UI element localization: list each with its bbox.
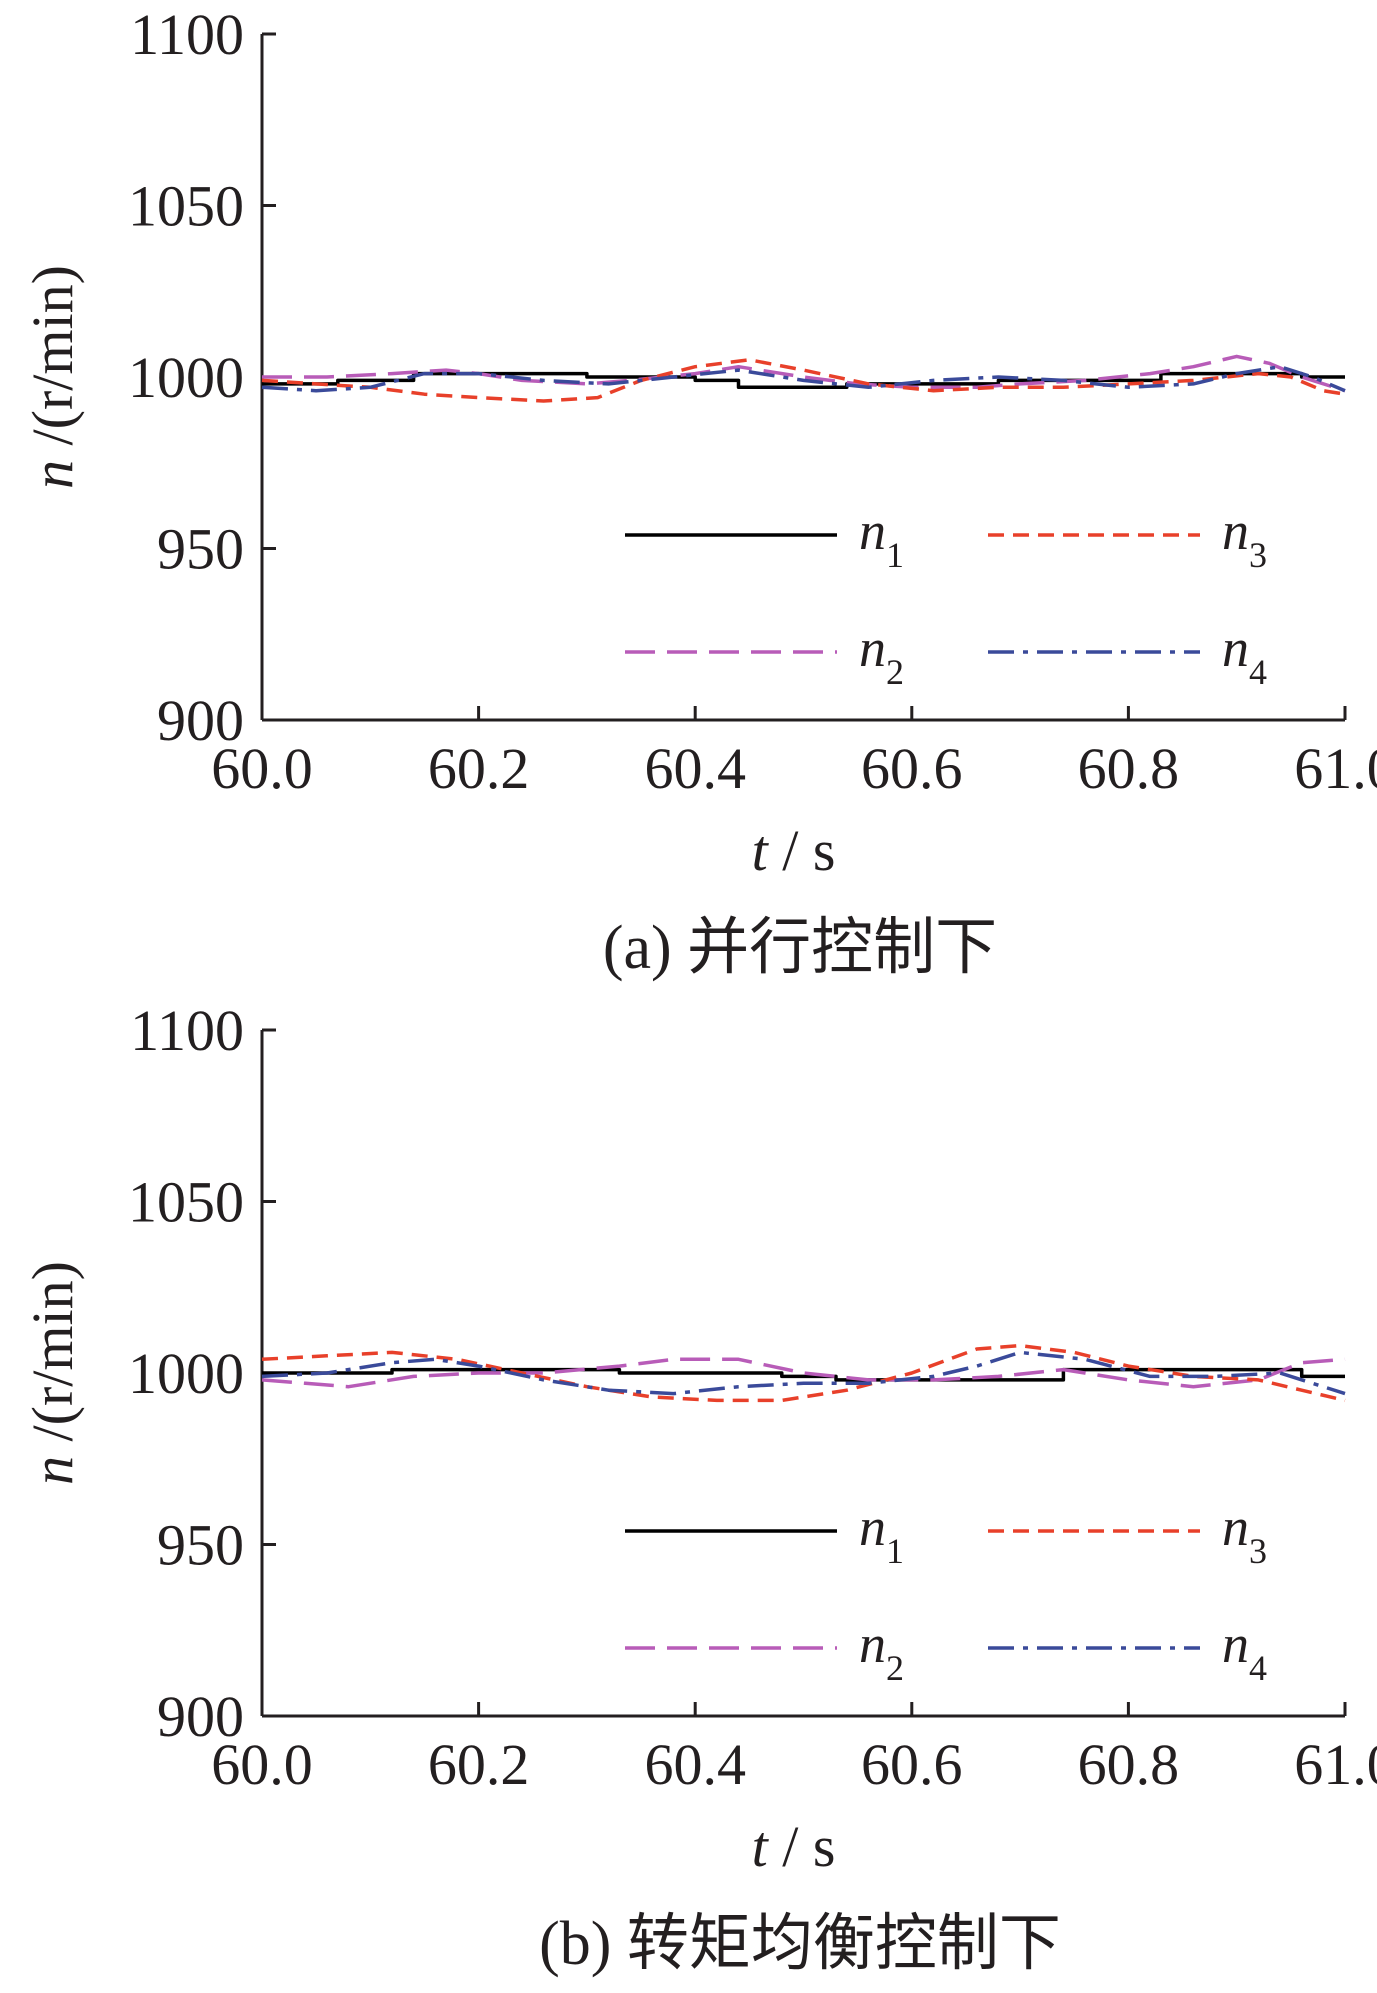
y-axis-unit: /(r/min) xyxy=(20,265,85,460)
y-tick-label: 1100 xyxy=(130,998,244,1063)
y-tick-label: 1000 xyxy=(128,1341,244,1406)
legend-label-n3: n3 xyxy=(1222,1497,1267,1571)
x-axis-unit: / s xyxy=(768,818,836,883)
x-tick-label: 60.4 xyxy=(644,1732,746,1797)
y-tick-label: 900 xyxy=(157,1684,244,1749)
legend-variable: n xyxy=(1222,501,1249,561)
y-axis-variable: n xyxy=(20,1456,85,1485)
x-tick-label: 60.6 xyxy=(861,736,963,801)
y-tick-label: 1000 xyxy=(128,345,244,410)
legend-subscript: 1 xyxy=(886,535,904,575)
legend-label-n4: n4 xyxy=(1222,618,1267,692)
legend-label-n2: n2 xyxy=(859,1614,904,1688)
legend-subscript: 1 xyxy=(886,1531,904,1571)
x-tick-label: 60.0 xyxy=(211,736,313,801)
series-line-n4 xyxy=(261,364,1346,393)
legend-subscript: 2 xyxy=(886,1648,904,1688)
series-line-n2 xyxy=(262,354,1346,393)
y-tick-label: 1050 xyxy=(128,174,244,239)
chart-svg-a: 900 950 1000 1050 1100 60.0 60.2 60.4 60.6 60.8 61… xyxy=(20,2,1377,983)
y-tick-label: 1050 xyxy=(128,1170,244,1235)
legend-label-n3: n3 xyxy=(1222,501,1267,575)
x-tick-label: 60.4 xyxy=(644,736,746,801)
x-tick-label: 61.0 xyxy=(1294,1732,1377,1797)
series-line-n1 xyxy=(262,371,1345,390)
caption-gap xyxy=(672,914,688,982)
caption-prefix: (b) xyxy=(539,1910,611,1978)
y-axis-label: n /(r/min) xyxy=(20,265,85,489)
x-axis-label: t / s xyxy=(752,1814,836,1879)
legend-label-n1: n1 xyxy=(859,501,904,575)
legend-variable: n xyxy=(1222,1497,1249,1557)
legend-variable: n xyxy=(859,1614,886,1674)
x-axis-unit: / s xyxy=(768,1814,836,1879)
legend-label-n1: n1 xyxy=(859,1497,904,1571)
legend-variable: n xyxy=(1222,618,1249,678)
x-tick-label: 60.8 xyxy=(1078,1732,1180,1797)
chart-panel-b: 900 950 1000 1050 1100 60.0 60.2 60.4 60.6 60.8 61… xyxy=(0,996,1377,1992)
chart-panel-a: 900 950 1000 1050 1100 60.0 60.2 60.4 60.6 60.8 61… xyxy=(0,0,1377,996)
legend-subscript: 3 xyxy=(1249,1531,1267,1571)
x-tick-label: 60.2 xyxy=(428,736,530,801)
x-axis-variable: t xyxy=(752,818,770,883)
legend-label-n4: n4 xyxy=(1222,1614,1267,1688)
legend-variable: n xyxy=(859,1497,886,1557)
x-tick-label: 60.2 xyxy=(428,1732,530,1797)
caption-gap xyxy=(611,1910,627,1978)
y-tick-label: 950 xyxy=(157,517,244,582)
chart-svg-b: 900 950 1000 1050 1100 60.0 60.2 60.4 60.6 60.8 61… xyxy=(20,998,1377,1979)
series-line-n2 xyxy=(261,1357,1346,1389)
legend-subscript: 4 xyxy=(1249,652,1267,692)
y-tick-label: 1100 xyxy=(130,2,244,67)
series-line-n4 xyxy=(261,1350,1346,1396)
legend-variable: n xyxy=(859,501,886,561)
y-axis-label: n /(r/min) xyxy=(20,1261,85,1485)
x-tick-label: 61.0 xyxy=(1294,736,1377,801)
legend-variable: n xyxy=(1222,1614,1249,1674)
x-tick-label: 60.6 xyxy=(861,1732,963,1797)
x-axis-variable: t xyxy=(752,1814,770,1879)
x-tick-label: 60.8 xyxy=(1078,736,1180,801)
caption-prefix: (a) xyxy=(603,914,672,982)
caption-text: 转矩均衡控制下 xyxy=(627,1906,1061,1979)
x-tick-label: 60.0 xyxy=(211,1732,313,1797)
series-line-n3 xyxy=(261,358,1346,403)
legend-subscript: 3 xyxy=(1249,535,1267,575)
legend-variable: n xyxy=(859,618,886,678)
x-axis-label: t / s xyxy=(752,818,836,883)
y-axis-unit: /(r/min) xyxy=(20,1261,85,1456)
legend-subscript: 2 xyxy=(886,652,904,692)
legend-label-n2: n2 xyxy=(859,618,904,692)
legend-subscript: 4 xyxy=(1249,1648,1267,1688)
series-line-n3 xyxy=(261,1343,1346,1403)
y-axis-variable: n xyxy=(20,460,85,489)
y-tick-label: 900 xyxy=(157,688,244,753)
chart-caption: (a) 并行控制下 xyxy=(603,910,997,983)
chart-caption: (b) 转矩均衡控制下 xyxy=(539,1906,1061,1979)
series-line-n1 xyxy=(262,1367,1345,1382)
caption-text: 并行控制下 xyxy=(687,910,997,983)
y-tick-label: 950 xyxy=(157,1513,244,1578)
